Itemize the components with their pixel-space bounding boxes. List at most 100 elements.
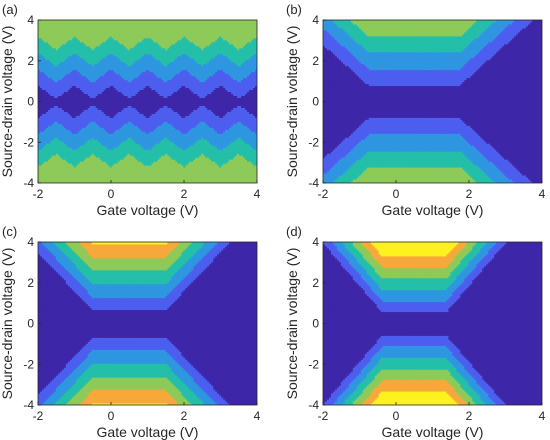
heatmap-cell — [49, 181, 53, 183]
heatmap-cell — [49, 111, 53, 114]
heatmap-cell — [109, 139, 113, 142]
heatmap-cell — [55, 37, 59, 41]
heatmap-cell — [157, 109, 160, 112]
heatmap-cell — [85, 79, 89, 83]
heatmap-cell — [93, 77, 97, 81]
heatmap-cell — [99, 153, 103, 156]
heatmap-cell — [73, 61, 77, 65]
heatmap-cell — [95, 63, 99, 67]
heatmap-cell — [83, 113, 87, 116]
heatmap-cell — [97, 83, 101, 87]
heatmap-cell — [151, 167, 154, 170]
heatmap-cell — [133, 147, 137, 150]
heatmap-cell — [103, 49, 107, 53]
heatmap-cell — [101, 179, 105, 182]
heatmap-cell — [93, 137, 97, 140]
heatmap-cell — [135, 135, 139, 138]
heatmap-cell — [119, 41, 123, 45]
heatmap-cell — [105, 115, 109, 118]
heatmap-cell — [151, 133, 154, 136]
heatmap-cell — [38, 45, 41, 49]
heatmap-cell — [137, 35, 141, 39]
heatmap-cell — [131, 77, 135, 81]
heatmap-cell — [51, 79, 55, 83]
heatmap-cell — [113, 147, 117, 150]
heatmap-cell — [59, 29, 63, 33]
heatmap-cell — [41, 139, 45, 142]
heatmap-cell — [77, 83, 81, 87]
heatmap-cell — [75, 67, 79, 71]
heatmap-cell — [63, 57, 67, 61]
heatmap-cell — [111, 43, 115, 47]
heatmap-cell — [129, 175, 133, 178]
heatmap-cell — [123, 163, 127, 166]
heatmap-cell — [41, 181, 45, 183]
heatmap-cell — [127, 85, 131, 89]
heatmap-cell — [47, 93, 51, 97]
heatmap-cell — [65, 125, 69, 128]
heatmap-cell — [143, 171, 147, 174]
heatmap-cell — [117, 151, 121, 154]
heatmap-cell — [67, 79, 71, 83]
heatmap-cell — [121, 67, 125, 71]
heatmap-cell — [105, 127, 109, 130]
heatmap-cell — [69, 77, 73, 81]
heatmap-cell — [67, 145, 71, 148]
heatmap-cell — [49, 51, 53, 55]
heatmap-cell — [55, 35, 59, 39]
heatmap-cell — [63, 127, 67, 130]
heatmap-cell — [109, 105, 113, 108]
heatmap-cell — [107, 157, 111, 160]
heatmap-cell — [91, 63, 95, 67]
heatmap-cell — [57, 143, 61, 146]
heatmap-cell — [71, 149, 75, 152]
heatmap-cell — [139, 123, 143, 126]
heatmap-cell — [85, 97, 89, 101]
heatmap-cell — [51, 27, 55, 31]
heatmap-cell — [77, 129, 81, 132]
heatmap-cell — [139, 147, 143, 150]
heatmap-cell — [123, 155, 127, 158]
heatmap-cell — [95, 91, 99, 95]
heatmap-cell — [43, 177, 47, 180]
heatmap-cell — [67, 75, 71, 79]
heatmap-cell — [103, 167, 107, 170]
heatmap-cell — [45, 39, 49, 43]
heatmap-cell — [43, 157, 47, 160]
heatmap-cell — [125, 85, 129, 89]
heatmap-cell — [45, 73, 49, 77]
heatmap-cell — [69, 47, 73, 51]
heatmap-cell — [99, 45, 103, 49]
heatmap-cell — [97, 31, 101, 35]
heatmap-cell — [143, 139, 147, 142]
heatmap-cell — [63, 95, 67, 99]
heatmap-cell — [39, 39, 43, 43]
heatmap-cell — [123, 21, 127, 25]
heatmap-cell — [137, 135, 141, 138]
heatmap-cell — [85, 179, 89, 182]
heatmap-cell — [38, 20, 41, 23]
heatmap-cell — [79, 121, 83, 124]
heatmap-cell — [121, 123, 125, 126]
heatmap-cell — [111, 89, 115, 93]
heatmap-cell — [107, 75, 111, 79]
heatmap-cell — [61, 49, 65, 53]
heatmap-cell — [129, 157, 133, 160]
heatmap-cell — [45, 103, 49, 106]
heatmap-cell — [95, 47, 99, 51]
heatmap-cell — [131, 53, 135, 57]
heatmap-cell — [83, 157, 87, 160]
heatmap-cell — [77, 111, 81, 114]
heatmap-cell — [51, 37, 55, 41]
heatmap-cell — [69, 107, 73, 110]
heatmap-cell — [135, 153, 139, 156]
heatmap-cell — [115, 43, 119, 47]
heatmap-cell — [97, 121, 101, 124]
heatmap-cell — [59, 153, 63, 156]
heatmap-cell — [79, 159, 83, 162]
heatmap-cell — [155, 31, 158, 35]
heatmap-cell — [45, 153, 49, 156]
heatmap-cell — [89, 45, 93, 49]
heatmap-cell — [139, 21, 143, 25]
heatmap-cell — [57, 153, 61, 156]
